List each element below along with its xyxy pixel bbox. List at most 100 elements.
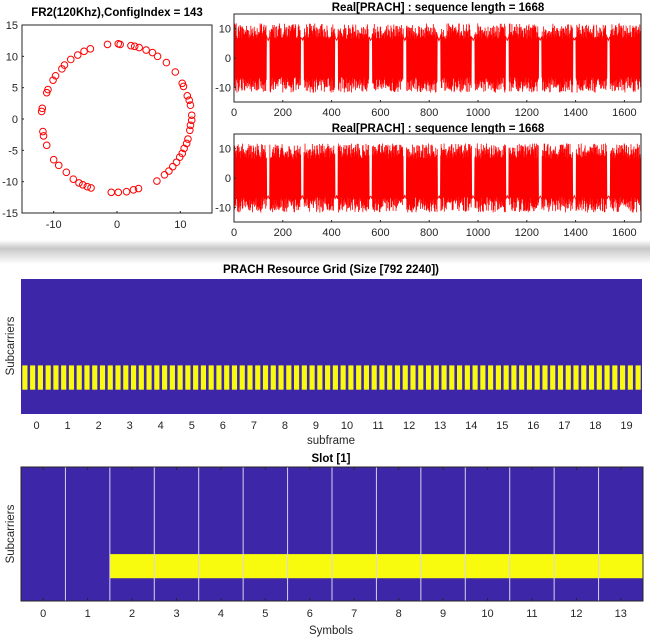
resource-grid-prach-bar <box>107 365 113 390</box>
constellation-point <box>37 107 46 116</box>
slot-xtick-label: 5 <box>262 608 268 620</box>
constellation-point <box>165 167 173 175</box>
resource-grid-prach-bar <box>255 365 261 390</box>
prach-xtick-label: 800 <box>420 107 438 119</box>
resource-grid-prach-bar <box>138 365 144 390</box>
resource-grid-prach-bar <box>286 365 292 390</box>
slot-xtick-label: 0 <box>40 608 46 620</box>
constellation-point <box>66 55 75 64</box>
resource-grid-xtick-label: 1 <box>65 420 71 432</box>
prach-real-series-2 <box>233 143 642 213</box>
resource-grid-prach-bar <box>154 365 160 390</box>
resource-grid-prach-bar <box>239 365 245 390</box>
constellation-point <box>179 82 188 91</box>
resource-grid-xlabel: subframe <box>307 435 355 447</box>
constellation-point <box>153 177 161 185</box>
slot-xtick-label: 4 <box>218 608 224 620</box>
resource-grid-prach-bar <box>68 365 75 390</box>
resource-grid-prach-bar <box>200 365 206 390</box>
prach-ytick-label: -10 <box>215 82 231 94</box>
constellation-point <box>186 101 195 110</box>
resource-grid-prach-bar <box>37 365 43 390</box>
resource-grid-prach-bar <box>247 365 253 390</box>
constellation-ytick-label: -10 <box>2 177 18 189</box>
resource-grid-prach-bar <box>534 365 540 390</box>
prach-xtick-label: 1200 <box>515 107 539 119</box>
constellation-point <box>160 170 169 179</box>
constellation-point <box>186 126 194 135</box>
constellation-point <box>116 40 124 49</box>
resource-grid-prach-bar <box>588 365 595 390</box>
prach-ytick-label: 10 <box>219 144 231 156</box>
resource-grid-xtick-label: 2 <box>96 420 102 432</box>
resource-grid-prach-bar <box>394 365 401 390</box>
resource-grid-prach-bar <box>30 365 36 390</box>
resource-grid-prach-bar <box>22 365 28 390</box>
constellation-point <box>180 144 188 153</box>
resource-grid-prach-bar <box>332 365 338 390</box>
constellation-ytick-label: 0 <box>12 114 18 126</box>
resource-grid-prach-bar <box>620 365 626 390</box>
constellation-point <box>73 51 82 59</box>
resource-grid-prach-bar <box>495 365 501 390</box>
resource-grid-prach-bar <box>441 365 447 390</box>
resource-grid-ylabel: Subcarriers <box>5 316 17 375</box>
constellation-point <box>153 52 162 61</box>
resource-grid-prach-bar <box>557 365 564 390</box>
resource-grid-xtick-label: 7 <box>251 420 257 432</box>
resource-grid-prach-bar <box>526 365 533 390</box>
prach-xtick-label: 0 <box>231 107 237 119</box>
constellation-point <box>49 76 57 84</box>
resource-grid-prach-bar <box>542 365 548 390</box>
resource-grid-prach-bar <box>550 365 556 390</box>
slot-axes-box <box>20 466 644 602</box>
constellation-point <box>183 92 192 100</box>
constellation-point <box>186 121 195 130</box>
prach-xtick-label: 1400 <box>563 107 587 119</box>
resource-grid-prach-bar <box>317 365 323 390</box>
constellation-xtick-label: -10 <box>46 219 62 231</box>
resource-grid-prach-bar <box>410 365 416 390</box>
resource-grid-prach-bar <box>635 365 641 390</box>
resource-grid-plot: PRACH Resource Grid (Size [792 2240]) su… <box>5 264 642 447</box>
resource-grid-prach-bar <box>92 365 98 390</box>
resource-grid-prach-bar <box>216 365 222 390</box>
constellation-point <box>83 182 92 191</box>
constellation-point <box>130 42 139 51</box>
resource-grid-prach-bar <box>348 365 354 390</box>
resource-grid-xtick-label: 12 <box>403 420 415 432</box>
resource-grid-prach-bar <box>363 365 370 390</box>
resource-grid-prach-bar <box>565 365 571 390</box>
resource-grid-prach-bar <box>612 365 618 390</box>
constellation-point <box>80 47 88 56</box>
resource-grid-prach-bar <box>301 365 307 390</box>
constellation-point <box>184 135 192 143</box>
resource-grid-xtick-label: 18 <box>589 420 601 432</box>
resource-grid-prach-bar <box>231 365 238 390</box>
resource-grid-prach-bar <box>457 365 463 390</box>
slot-xtick-label: 1 <box>85 608 91 620</box>
resource-grid-prach-bar <box>76 365 82 390</box>
constellation-point <box>122 187 131 196</box>
constellation-point <box>171 68 180 76</box>
constellation-point <box>134 184 143 193</box>
slot-xtick-label: 6 <box>307 608 313 620</box>
prach-xtick-label: 400 <box>322 227 340 239</box>
resource-grid-prach-bar <box>208 365 214 390</box>
resource-grid-prach-bar <box>325 365 331 390</box>
resource-grid-prach-bar <box>519 365 525 390</box>
resource-grid-prach-bar <box>270 365 276 390</box>
slot-xtick-label: 2 <box>129 608 135 620</box>
prach-xtick-label: 1600 <box>612 107 636 119</box>
resource-grid-prach-bar <box>185 365 191 390</box>
constellation-point <box>142 46 150 54</box>
constellation-point <box>185 96 193 104</box>
resource-grid-xtick-label: 5 <box>189 420 195 432</box>
constellation-point <box>162 58 171 67</box>
prach-xtick-label: 1400 <box>563 227 587 239</box>
constellation-title: FR2(120Khz),ConfigIndex = 143 <box>31 7 203 19</box>
constellation-point <box>87 184 95 192</box>
constellation-point <box>49 155 58 164</box>
resource-grid-prach-bar <box>146 365 152 390</box>
constellation-point <box>187 111 196 120</box>
